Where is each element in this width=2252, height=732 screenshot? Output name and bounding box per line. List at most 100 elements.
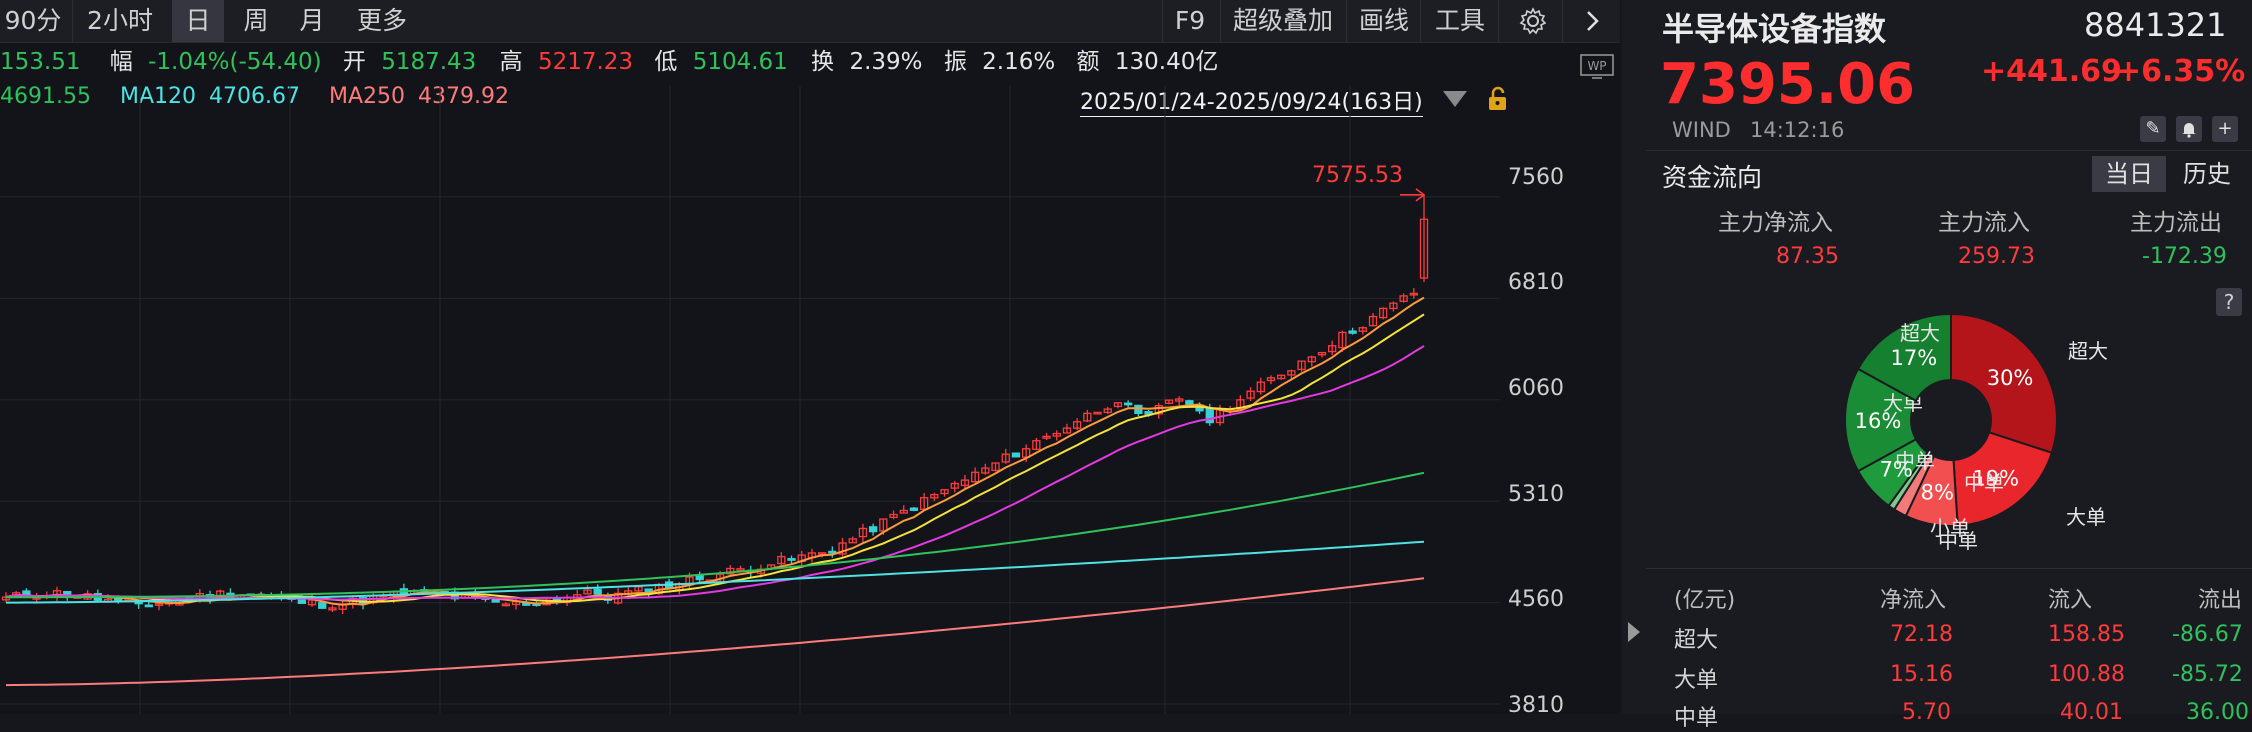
candle-body — [1297, 360, 1306, 371]
candle-body — [889, 513, 898, 519]
edit-icon[interactable]: ✎ — [2140, 116, 2166, 142]
candle-body — [858, 527, 868, 538]
ma60-line — [6, 471, 1425, 599]
low-label: 低 — [654, 49, 678, 75]
add-icon[interactable]: + — [2212, 116, 2238, 142]
candlestick-chart[interactable] — [0, 0, 1500, 714]
max-price-annotation: 7575.53 — [1312, 163, 1403, 188]
collapse-strip[interactable] — [1622, 0, 1646, 714]
play-icon[interactable] — [1626, 620, 1642, 648]
candle-body — [1042, 435, 1051, 439]
period-2hour[interactable]: 2小时 — [87, 6, 153, 35]
candle-body — [1307, 356, 1316, 363]
y-tick-label: 6810 — [1508, 270, 1564, 295]
row-label: 大单 — [1674, 668, 1719, 693]
table-header-unit: (亿元) — [1674, 588, 1736, 613]
candle-body — [1256, 381, 1265, 393]
tab-today[interactable]: 当日 — [2092, 156, 2166, 192]
period-90min[interactable]: 90分 — [4, 6, 62, 35]
y-tick-label: 5310 — [1508, 482, 1564, 507]
tools-button[interactable]: 工具 — [1434, 6, 1485, 35]
candle-body — [1164, 399, 1174, 404]
draw-line-button[interactable]: 画线 — [1358, 6, 1409, 35]
candle-body — [1358, 327, 1367, 332]
donut-segment — [1950, 312, 2058, 455]
ma20-line — [5, 345, 1425, 601]
amount-value: 130.40亿 — [1114, 49, 1219, 75]
ma250-value: 4379.92 — [418, 84, 510, 109]
f9-button[interactable]: F9 — [1174, 6, 1206, 35]
chevron-right-icon[interactable] — [1570, 0, 1614, 42]
period-day[interactable]: 日 — [172, 0, 224, 42]
low-value: 5104.61 — [692, 49, 788, 75]
ma10-line — [5, 313, 1425, 603]
tab-history[interactable]: 历史 — [2183, 160, 2231, 188]
candle-body — [1246, 390, 1255, 399]
candle-body — [1277, 374, 1286, 380]
candle-body — [1083, 412, 1092, 422]
donut-category-label: 小单 — [1930, 516, 1970, 540]
donut-category-label: 超大 — [2068, 339, 2108, 363]
outflow-value: -172.39 — [2142, 244, 2227, 269]
candle-body — [1093, 411, 1102, 415]
period-week[interactable]: 周 — [243, 6, 269, 35]
period-month[interactable]: 月 — [299, 6, 325, 35]
candle-body — [787, 558, 796, 561]
bell-icon[interactable] — [2176, 116, 2202, 142]
candle-body — [1348, 330, 1357, 334]
lock-icon[interactable] — [1486, 86, 1512, 116]
donut-segment — [1952, 431, 2054, 527]
donut-pct-label: 8% — [1921, 481, 1954, 505]
candle-body — [501, 603, 511, 607]
candle-body — [879, 518, 888, 532]
y-tick-label: 6060 — [1508, 376, 1564, 401]
period-more[interactable]: 更多 — [356, 6, 407, 35]
help-icon[interactable]: ? — [2216, 288, 2242, 316]
donut-category-label: 中单 — [1964, 471, 2004, 495]
candle-body — [1062, 427, 1072, 434]
y-tick-label: 7560 — [1508, 165, 1564, 190]
row-in: 158.85 — [2048, 622, 2125, 647]
svg-text:WP: WP — [1587, 59, 1606, 73]
flow-title: 资金流向 — [1662, 163, 1763, 192]
candle-body — [848, 538, 857, 544]
max-annotation-arrow — [1400, 188, 1426, 202]
donut-category-label: 中单 — [1938, 529, 1978, 553]
y-tick-label: 3810 — [1508, 693, 1564, 718]
candle-body — [1266, 377, 1276, 382]
donut-segment — [1856, 312, 1952, 403]
gear-icon[interactable] — [1510, 0, 1556, 42]
row-net: 15.16 — [1890, 662, 1953, 687]
prev-value: 153.51 — [0, 49, 81, 75]
dropdown-triangle-icon[interactable] — [1442, 90, 1468, 112]
candle-body — [1328, 345, 1337, 353]
super-overlay-button[interactable]: 超级叠加 — [1232, 6, 1333, 35]
candle-body — [583, 589, 592, 595]
candle-body — [1175, 398, 1184, 402]
candle-body — [318, 602, 327, 609]
candle-body — [1001, 453, 1010, 463]
change-value: -1.04%(-54.40) — [148, 49, 322, 75]
wp-icon[interactable]: WP — [1580, 54, 1614, 84]
row-label: 超大 — [1674, 628, 1719, 653]
candle-body — [868, 526, 878, 533]
update-time: 14:12:16 — [1750, 118, 1845, 142]
turnover-label: 换 — [811, 49, 835, 75]
candle-body — [817, 552, 827, 555]
candle-body — [909, 507, 919, 511]
row-net: 72.18 — [1890, 622, 1953, 647]
candle-body — [1032, 440, 1041, 450]
row-in: 40.01 — [2060, 700, 2123, 725]
donut-segment — [1844, 367, 1918, 473]
date-range[interactable]: 2025/01/24-2025/09/24(163日) — [1080, 84, 1423, 117]
amplitude-value: 2.16% — [982, 49, 1056, 75]
candle-body — [1419, 218, 1429, 279]
row-label: 中单 — [1674, 706, 1719, 731]
series-line — [5, 577, 1425, 687]
candle-body — [1011, 452, 1021, 458]
index-name: 半导体设备指数 — [1662, 10, 1887, 48]
candle-body — [1124, 402, 1133, 406]
price: 7395.06 — [1660, 52, 1916, 117]
high-value: 5217.23 — [537, 49, 634, 75]
